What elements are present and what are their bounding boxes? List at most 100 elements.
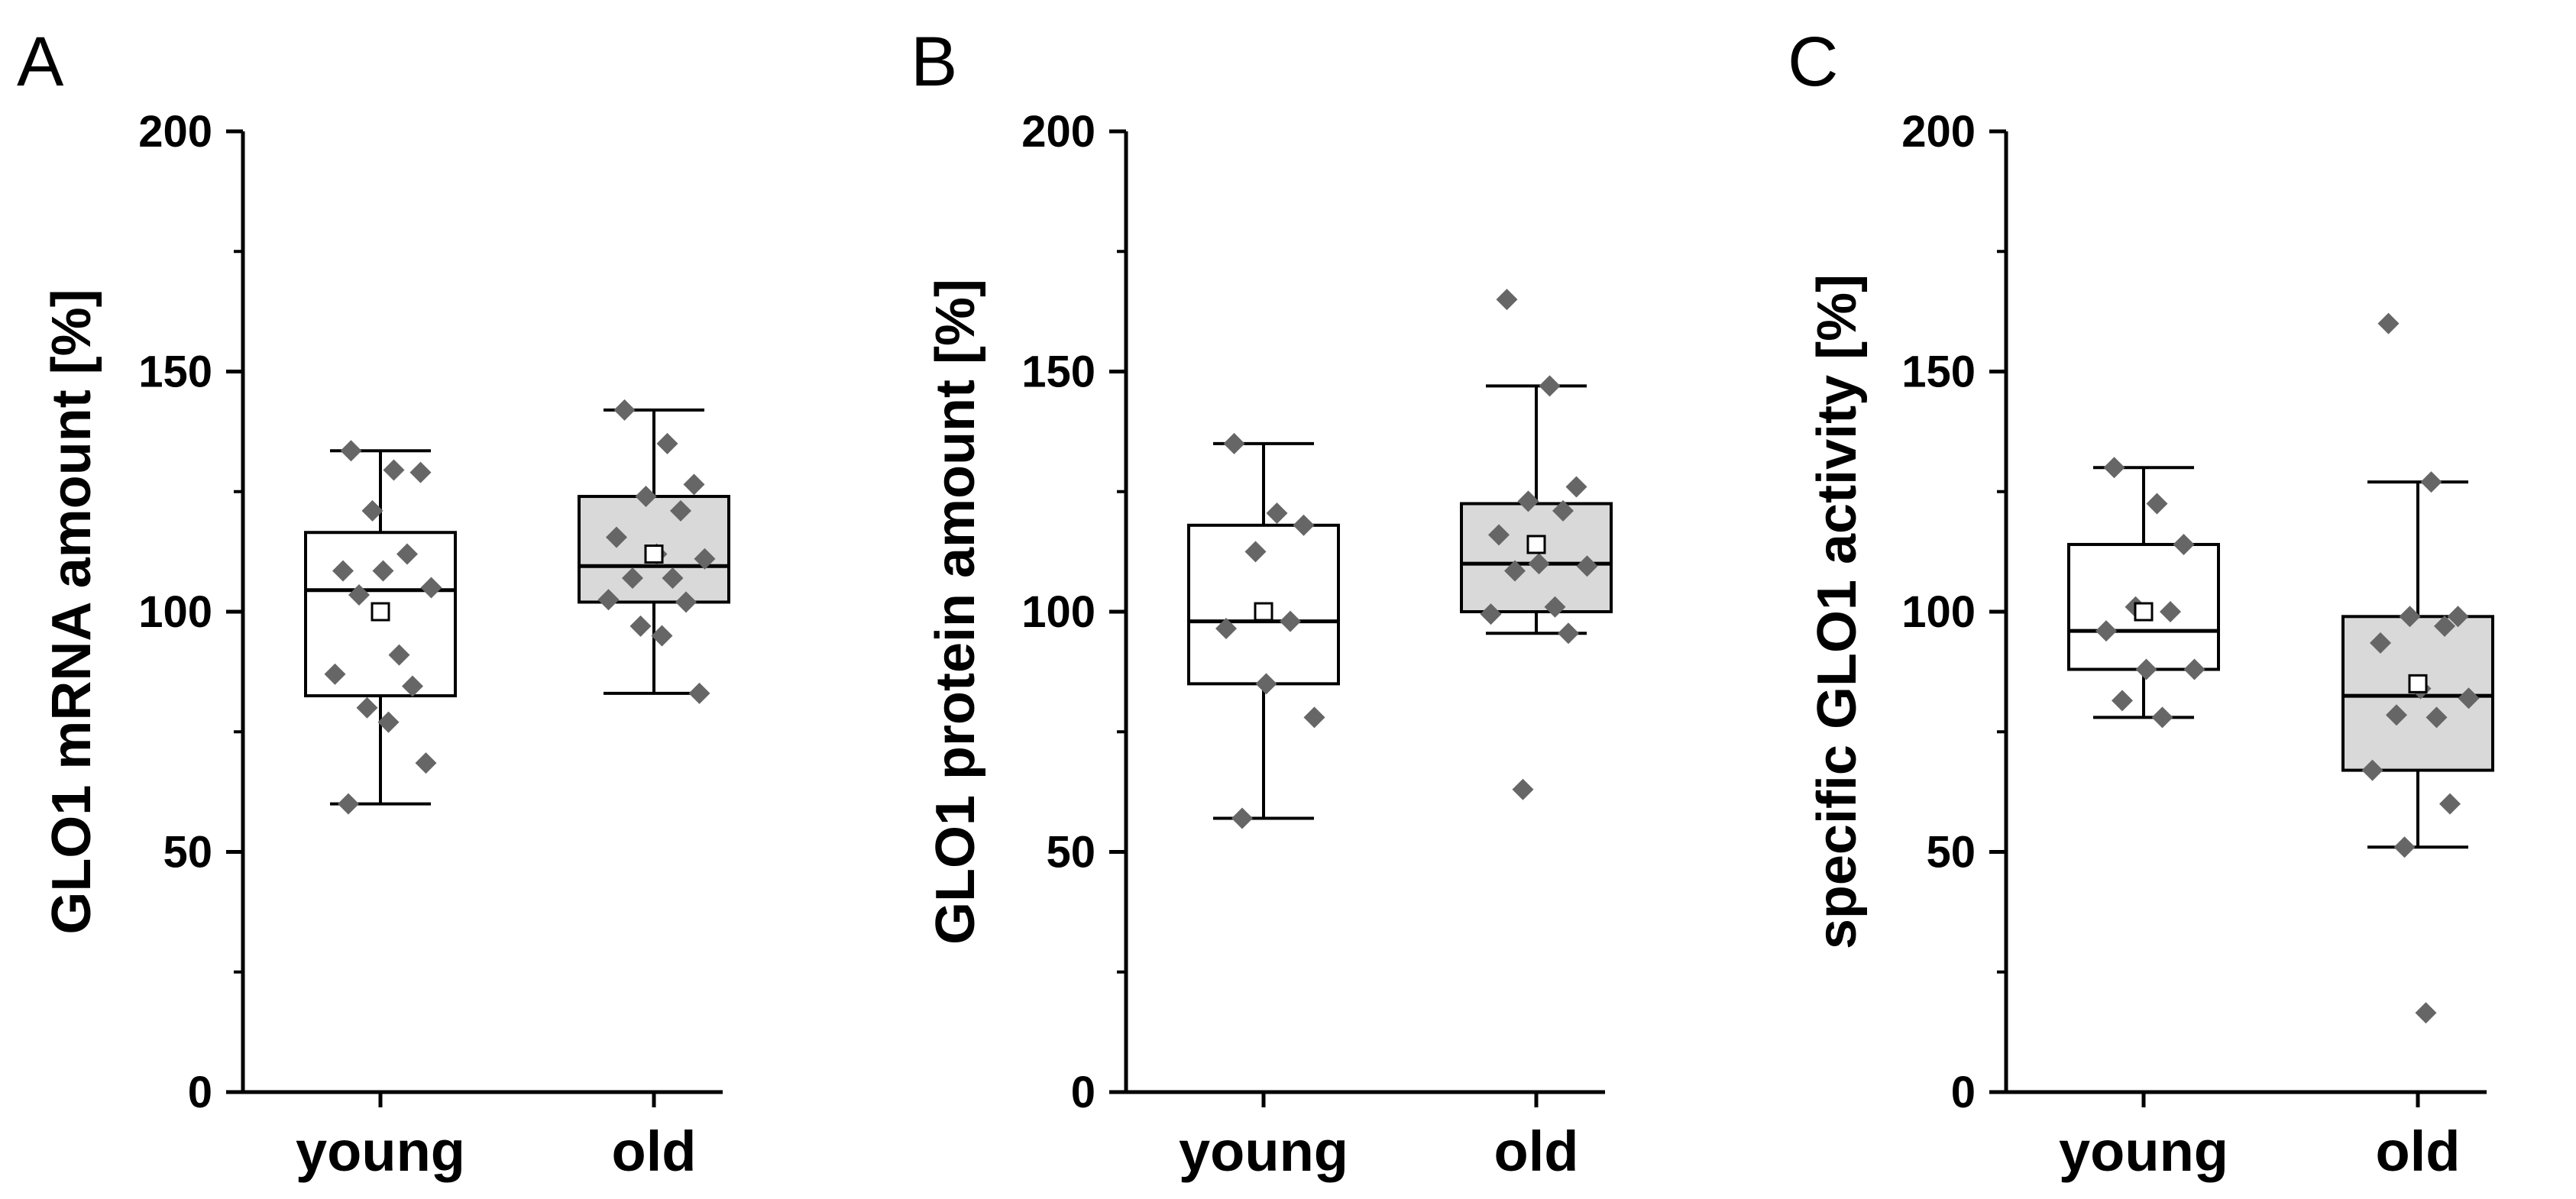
data-point xyxy=(1223,432,1245,454)
data-point xyxy=(420,577,442,599)
data-point xyxy=(340,440,362,462)
data-point xyxy=(1558,622,1579,645)
data-point xyxy=(1231,807,1253,829)
data-point xyxy=(656,432,678,454)
data-point xyxy=(613,399,636,421)
panel-b: B GLO1 protein amount [%] 0 50 100 150 200 youn… xyxy=(911,23,1613,1183)
mean-marker xyxy=(2134,602,2154,622)
panel-a: A GLO1 mRNA amount [%] 0 50 100 150 200 young ol… xyxy=(17,23,730,1183)
mean-marker xyxy=(1526,535,1546,554)
y-tick-label: 100 xyxy=(1901,587,1976,637)
data-point xyxy=(2458,687,2480,709)
y-tick-label: 50 xyxy=(1046,828,1095,877)
box-group-old: old xyxy=(578,399,730,1183)
data-point xyxy=(2370,632,2391,654)
data-point xyxy=(2095,620,2117,642)
data-point xyxy=(629,615,652,637)
data-point xyxy=(1539,375,1561,397)
data-point xyxy=(2146,493,2168,515)
data-point xyxy=(1528,553,1550,575)
data-point xyxy=(402,675,423,697)
y-tick-label: 100 xyxy=(138,587,212,637)
box-group-old: old xyxy=(1460,289,1613,1183)
data-point xyxy=(2434,615,2455,637)
box-group-young: young xyxy=(1179,432,1348,1183)
box-group-old: old xyxy=(2341,312,2494,1183)
data-point xyxy=(409,461,432,483)
data-point xyxy=(1565,476,1587,498)
data-point xyxy=(338,793,359,815)
data-point xyxy=(1244,541,1267,563)
data-point xyxy=(1504,560,1526,582)
data-point xyxy=(361,499,383,522)
data-point xyxy=(388,644,410,666)
mean-marker xyxy=(644,545,664,564)
data-point xyxy=(662,567,684,589)
data-point xyxy=(688,682,710,704)
mean-marker xyxy=(1254,602,1273,622)
y-tick-label: 50 xyxy=(163,828,212,877)
data-point xyxy=(2183,658,2205,680)
x-tick-label: young xyxy=(296,1120,465,1183)
data-point xyxy=(670,499,691,522)
data-point xyxy=(1512,778,1534,800)
data-point xyxy=(372,560,394,582)
mean-marker xyxy=(371,602,390,622)
box-group-young: young xyxy=(296,440,465,1183)
mean-marker xyxy=(2408,674,2428,693)
data-point xyxy=(1496,289,1518,311)
data-point xyxy=(2361,759,2383,781)
data-point xyxy=(2160,601,2181,622)
y-tick-label: 50 xyxy=(1926,828,1976,877)
data-point xyxy=(651,625,673,647)
y-tick-label: 150 xyxy=(1901,347,1976,397)
data-point xyxy=(332,560,354,582)
data-point xyxy=(356,696,378,719)
data-point xyxy=(2103,457,2125,479)
data-point xyxy=(635,486,657,508)
data-point xyxy=(606,526,627,548)
data-point xyxy=(1480,603,1502,625)
data-point xyxy=(383,459,405,481)
y-axis-title: GLO1 protein amount [%] xyxy=(925,279,986,945)
data-point xyxy=(396,543,418,565)
y-tick-label: 200 xyxy=(1901,107,1976,157)
panel-letter: C xyxy=(1788,23,1838,101)
box-group-young: young xyxy=(2059,457,2228,1183)
panel-letter: A xyxy=(17,23,64,101)
data-point xyxy=(2393,836,2416,858)
x-tick-label: old xyxy=(2376,1120,2461,1183)
y-tick-label: 150 xyxy=(138,347,212,397)
y-axis-title: specific GLO1 activity [%] xyxy=(1807,274,1868,949)
data-point xyxy=(2386,704,2407,726)
data-point xyxy=(2112,690,2133,712)
data-point xyxy=(2173,533,2195,555)
data-point xyxy=(1576,555,1598,577)
data-point xyxy=(2377,312,2400,334)
y-tick-label: 0 xyxy=(188,1068,212,1117)
x-tick-label: young xyxy=(2059,1120,2228,1183)
data-point xyxy=(1280,610,1301,632)
data-point xyxy=(377,711,400,733)
data-point xyxy=(2415,1002,2437,1024)
data-point xyxy=(2151,706,2173,729)
panel-letter: B xyxy=(911,23,957,101)
x-tick-label: old xyxy=(1494,1120,1579,1183)
data-point xyxy=(2135,658,2157,680)
data-point xyxy=(348,583,370,606)
data-point xyxy=(683,473,705,496)
y-tick-label: 200 xyxy=(1021,107,1095,157)
data-point xyxy=(1517,490,1539,512)
data-point xyxy=(415,752,437,774)
data-point xyxy=(1215,618,1237,640)
data-point xyxy=(2447,606,2469,628)
x-tick-label: old xyxy=(612,1120,697,1183)
x-tick-label: young xyxy=(1179,1120,1348,1183)
y-tick-label: 0 xyxy=(1951,1068,1976,1117)
y-axis-title: GLO1 mRNA amount [%] xyxy=(41,289,102,934)
data-point xyxy=(1488,524,1510,546)
data-point xyxy=(2420,471,2442,493)
y-tick-label: 100 xyxy=(1021,587,1095,637)
